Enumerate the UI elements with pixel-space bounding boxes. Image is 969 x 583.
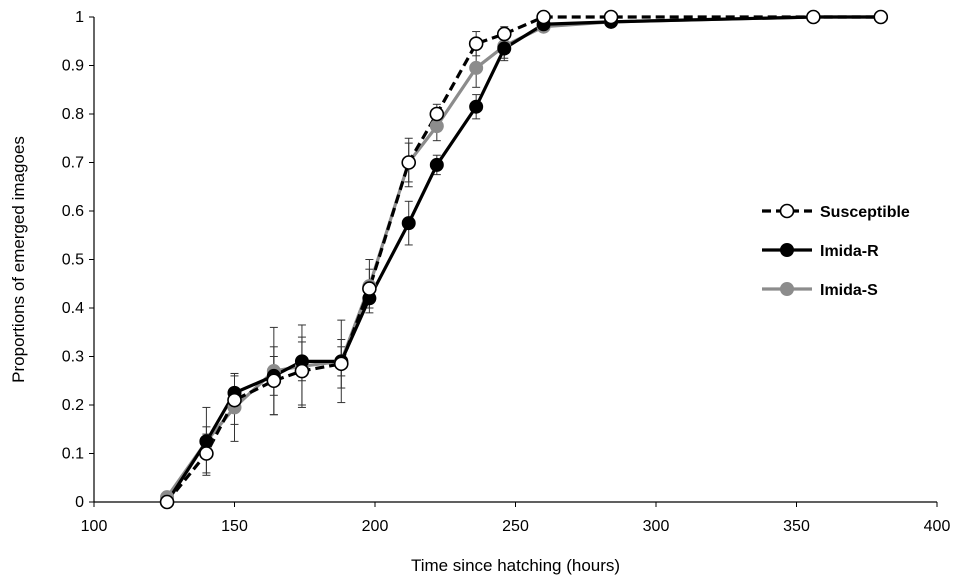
susceptible-point — [806, 9, 821, 25]
x-tick-label: 250 — [502, 518, 529, 535]
susceptible-line — [165, 15, 881, 504]
y-tick-label: 0.9 — [62, 58, 84, 75]
legend-imida-r-marker — [780, 243, 794, 257]
y-tick-label: 0.2 — [62, 397, 84, 414]
imida-r-point — [469, 99, 484, 114]
imida-r-point — [429, 157, 444, 172]
imida-s-point — [469, 60, 484, 75]
y-tick-label: 0.5 — [62, 252, 84, 269]
imida-r-point — [401, 216, 416, 231]
susceptible-point — [159, 494, 175, 510]
y-tick-label: 0 — [75, 494, 84, 511]
susceptible-point — [429, 106, 445, 122]
error-bars — [202, 18, 548, 476]
imida-r-point — [497, 41, 512, 56]
series-markers — [159, 9, 889, 510]
x-tick-label: 300 — [643, 518, 670, 535]
y-tick-label: 0.8 — [62, 106, 84, 123]
susceptible-point — [468, 36, 484, 51]
susceptible-point — [496, 26, 512, 42]
susceptible-point — [266, 373, 282, 389]
imida-s-point — [429, 119, 444, 134]
susceptible-point — [227, 392, 242, 408]
x-tick-label: 100 — [81, 518, 108, 535]
y-tick-label: 0.1 — [62, 446, 84, 463]
susceptible-point — [873, 9, 889, 25]
legend-imida-s-marker — [780, 282, 794, 296]
y-tick-label: 0.4 — [62, 300, 84, 317]
y-tick-label: 0.7 — [62, 155, 84, 172]
y-axis-title: Proportions of emerged imagoes — [9, 136, 28, 383]
y-tick-label: 0.3 — [62, 349, 84, 366]
x-axis-title: Time since hatching (hours) — [411, 556, 620, 575]
x-tick-label: 400 — [924, 518, 951, 535]
imida-s-line — [165, 15, 881, 499]
legend-susceptible-marker — [779, 203, 795, 219]
series-lines — [165, 15, 881, 504]
susceptible-point — [333, 356, 349, 372]
susceptible-point — [536, 9, 551, 25]
legend: Susceptible Imida-R Imida-S — [762, 203, 910, 299]
y-tick-label: 0.6 — [62, 203, 84, 220]
susceptible-point — [603, 9, 619, 25]
legend-imida-r-label: Imida-R — [820, 243, 879, 260]
imida-r-line — [165, 15, 881, 503]
susceptible-point — [199, 446, 214, 461]
y-tick-label: 1 — [75, 9, 84, 26]
x-tick-label: 200 — [362, 518, 389, 535]
legend-susceptible-label: Susceptible — [820, 204, 910, 221]
susceptible-point — [401, 155, 417, 170]
susceptible-point — [362, 281, 377, 296]
axes: 0 0.1 0.2 0.3 0.4 0.5 0.6 0.7 0.8 0.9 1 100 150 200 25… — [62, 9, 951, 535]
imida-r-point — [199, 434, 214, 449]
x-tick-label: 350 — [783, 518, 810, 535]
legend-imida-s-label: Imida-S — [820, 282, 878, 299]
x-tick-label: 150 — [221, 518, 248, 535]
susceptible-point — [294, 363, 310, 379]
